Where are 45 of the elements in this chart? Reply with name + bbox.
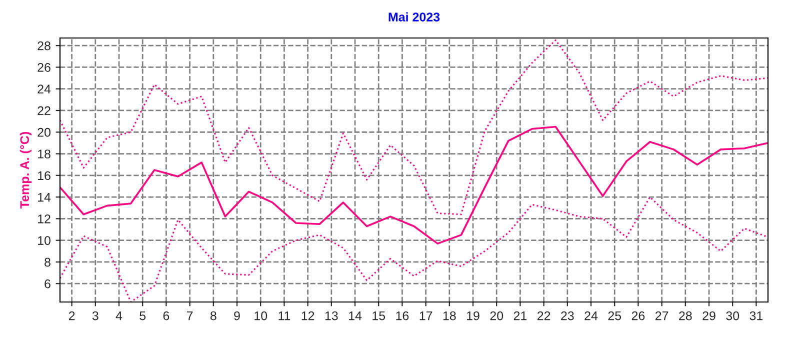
x-tick-label: 29 — [702, 311, 716, 320]
y-tick-label: 22 — [38, 106, 50, 116]
x-tick-label: 26 — [632, 311, 645, 320]
x-tick-label: 18 — [443, 311, 456, 320]
x-tick-label: 23 — [561, 311, 574, 320]
y-tick-label: 10 — [38, 236, 50, 245]
x-tick-label: 7 — [186, 311, 193, 320]
y-tick-label: 20 — [38, 128, 50, 137]
x-tick-label: 5 — [140, 311, 146, 320]
y-tick-label: 28 — [38, 41, 50, 50]
x-tick-label: 22 — [537, 311, 550, 320]
y-tick-label: 12 — [38, 214, 50, 224]
x-tick-label: 11 — [278, 311, 290, 320]
x-tick-label: 13 — [325, 311, 338, 320]
y-tick-label: 8 — [44, 258, 50, 267]
x-tick-label: 28 — [679, 311, 692, 320]
x-tick-label: 6 — [163, 311, 170, 320]
y-tick-label: 18 — [38, 150, 50, 158]
x-tick-label: 3 — [92, 311, 98, 320]
y-tick-label: 6 — [44, 279, 50, 288]
x-tick-label: 8 — [210, 311, 216, 320]
x-tick-label: 21 — [514, 311, 527, 320]
x-tick-label: 9 — [234, 311, 240, 320]
line-series — [60, 126, 768, 244]
x-tick-label: 10 — [254, 311, 268, 320]
x-tick-label: 27 — [655, 311, 668, 320]
x-tick-label: 14 — [349, 311, 362, 320]
x-tick-label: 16 — [396, 311, 409, 320]
x-tick-label: 24 — [584, 311, 598, 320]
y-axis-title: Temp. A. (°C) — [20, 132, 32, 208]
x-tick-label: 19 — [467, 311, 480, 320]
y-tick-label: 14 — [38, 192, 51, 202]
x-tick-label: 25 — [608, 311, 622, 320]
y-tick-label: 24 — [38, 84, 51, 94]
x-tick-label: 31 — [750, 311, 763, 320]
x-tick-label: 15 — [372, 311, 386, 320]
y-tick-label: 16 — [38, 171, 50, 180]
x-tick-label: 17 — [420, 311, 432, 320]
y-tick-label: 26 — [38, 63, 50, 72]
x-tick-label: 20 — [490, 311, 504, 320]
x-tick-label: 2 — [68, 311, 75, 320]
x-tick-label: 12 — [302, 311, 314, 320]
x-tick-label: 30 — [726, 311, 740, 320]
chart-title: Mai 2023 — [388, 12, 440, 22]
x-tick-label: 4 — [116, 311, 122, 320]
